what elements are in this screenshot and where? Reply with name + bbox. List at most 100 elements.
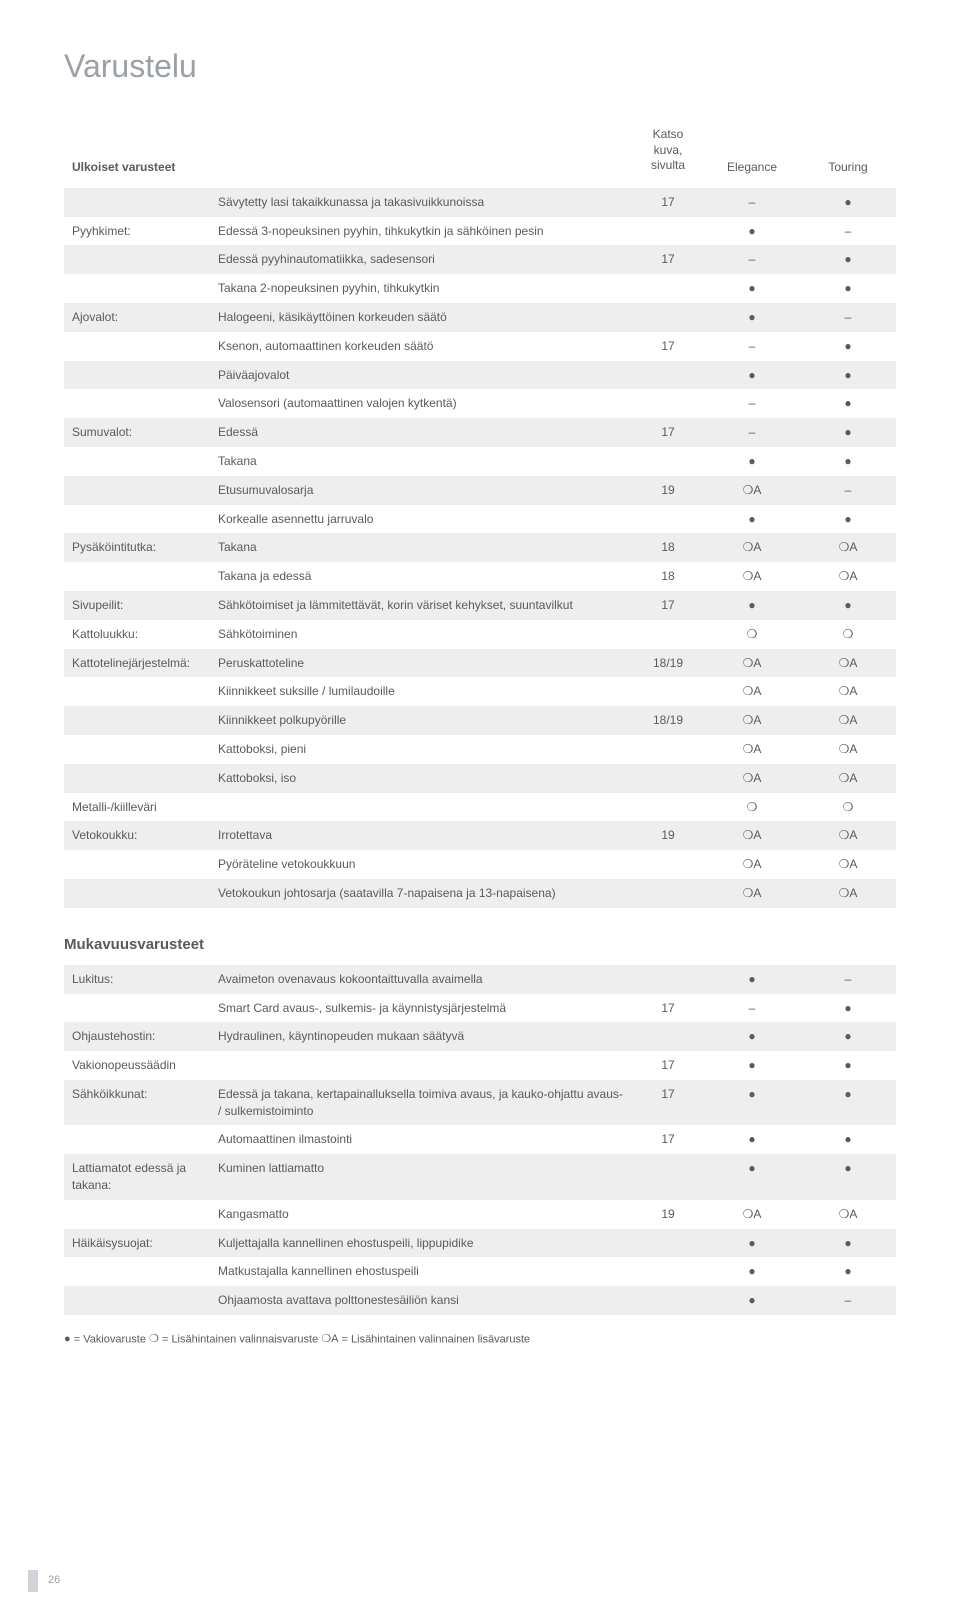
row-description: Sävytetty lasi takaikkunassa ja takasivu… <box>210 188 632 217</box>
row-touring-value: ● <box>800 994 896 1023</box>
table-row: Etusumuvalosarja19❍A– <box>64 476 896 505</box>
table-row: Takana 2-nopeuksinen pyyhin, tihkukytkin… <box>64 274 896 303</box>
row-label: Lattiamatot edessä ja takana: <box>64 1154 210 1200</box>
row-elegance-value: ❍A <box>704 764 800 793</box>
row-elegance-value: ❍ <box>704 793 800 822</box>
row-image-ref <box>632 361 704 390</box>
table-row: Ohjaustehostin:Hydraulinen, käyntinopeud… <box>64 1022 896 1051</box>
table-row: Vakionopeussäädin17●● <box>64 1051 896 1080</box>
row-label <box>64 764 210 793</box>
section2-table: Lukitus:Avaimeton ovenavaus kokoontaittu… <box>64 965 896 1315</box>
row-touring-value: ❍A <box>800 764 896 793</box>
row-label: Sumuvalot: <box>64 418 210 447</box>
table-row: Takana ja edessä18❍A❍A <box>64 562 896 591</box>
table-row: Ohjaamosta avattava polttonestesäiliön k… <box>64 1286 896 1315</box>
table-row: Kiinnikkeet polkupyörille18/19❍A❍A <box>64 706 896 735</box>
table-row: Vetokoukun johtosarja (saatavilla 7-napa… <box>64 879 896 908</box>
table-row: Sivupeilit:Sähkötoimiset ja lämmitettävä… <box>64 591 896 620</box>
footer-tab <box>28 1570 38 1592</box>
row-touring-value: ❍ <box>800 620 896 649</box>
col-image-header: Katso kuva, sivulta <box>632 121 704 188</box>
row-description: Edessä <box>210 418 632 447</box>
row-label <box>64 389 210 418</box>
table-row: Kattotelinejärjestelmä:Peruskattoteline1… <box>64 649 896 678</box>
row-elegance-value: ❍A <box>704 476 800 505</box>
row-elegance-value: ● <box>704 1125 800 1154</box>
row-touring-value: ● <box>800 1022 896 1051</box>
row-description: Avaimeton ovenavaus kokoontaittuvalla av… <box>210 965 632 994</box>
table-row: Takana●● <box>64 447 896 476</box>
row-touring-value: ● <box>800 188 896 217</box>
row-elegance-value: – <box>704 389 800 418</box>
row-description: Kangasmatto <box>210 1200 632 1229</box>
row-description: Sähkötoimiset ja lämmitettävät, korin vä… <box>210 591 632 620</box>
row-touring-value: ● <box>800 591 896 620</box>
row-touring-value: ● <box>800 505 896 534</box>
row-description <box>210 793 632 822</box>
row-elegance-value: ❍A <box>704 821 800 850</box>
row-touring-value: ● <box>800 1125 896 1154</box>
table-row: Kattoluukku:Sähkötoiminen❍❍ <box>64 620 896 649</box>
row-description: Päiväajovalot <box>210 361 632 390</box>
row-elegance-value: ● <box>704 1051 800 1080</box>
row-elegance-value: ● <box>704 361 800 390</box>
row-image-ref <box>632 1229 704 1258</box>
row-elegance-value: ❍A <box>704 735 800 764</box>
row-label: Sivupeilit: <box>64 591 210 620</box>
row-description: Valosensori (automaattinen valojen kytke… <box>210 389 632 418</box>
row-description: Irrotettava <box>210 821 632 850</box>
legend: ● = Vakiovaruste ❍ = Lisähintainen valin… <box>64 1331 896 1349</box>
col-elegance-header: Elegance <box>704 121 800 188</box>
row-touring-value: ● <box>800 1051 896 1080</box>
row-label: Pysäköintitutka: <box>64 533 210 562</box>
row-elegance-value: ● <box>704 1022 800 1051</box>
row-touring-value: ● <box>800 332 896 361</box>
table-row: Vetokoukku:Irrotettava19❍A❍A <box>64 821 896 850</box>
page-title: Varustelu <box>64 48 896 85</box>
row-touring-value: ❍A <box>800 821 896 850</box>
row-image-ref: 17 <box>632 591 704 620</box>
row-touring-value: ❍A <box>800 879 896 908</box>
row-elegance-value: ❍A <box>704 1200 800 1229</box>
row-description: Smart Card avaus-, sulkemis- ja käynnist… <box>210 994 632 1023</box>
row-label <box>64 274 210 303</box>
row-label <box>64 677 210 706</box>
legend-optA-text: = Lisähintainen valinnainen lisävaruste <box>338 1334 530 1346</box>
row-image-ref: 17 <box>632 1051 704 1080</box>
legend-opt-symbol: ❍ <box>149 1331 159 1349</box>
section2-heading: Mukavuusvarusteet <box>64 936 896 953</box>
section1-heading: Ulkoiset varusteet <box>64 121 632 188</box>
col-image-line3: sivulta <box>651 158 685 172</box>
row-label <box>64 505 210 534</box>
table-row: Häikäisysuojat:Kuljettajalla kannellinen… <box>64 1229 896 1258</box>
row-touring-value: – <box>800 1286 896 1315</box>
row-description: Automaattinen ilmastointi <box>210 1125 632 1154</box>
row-description: Kattoboksi, iso <box>210 764 632 793</box>
row-image-ref: 18/19 <box>632 706 704 735</box>
table-row: Sävytetty lasi takaikkunassa ja takasivu… <box>64 188 896 217</box>
row-label <box>64 476 210 505</box>
row-image-ref: 19 <box>632 1200 704 1229</box>
row-label <box>64 1286 210 1315</box>
row-image-ref <box>632 447 704 476</box>
row-label: Vakionopeussäädin <box>64 1051 210 1080</box>
table-row: Smart Card avaus-, sulkemis- ja käynnist… <box>64 994 896 1023</box>
row-elegance-value: ❍A <box>704 677 800 706</box>
row-touring-value: ❍A <box>800 677 896 706</box>
row-elegance-value: ● <box>704 1229 800 1258</box>
table-row: Kangasmatto19❍A❍A <box>64 1200 896 1229</box>
row-image-ref <box>632 793 704 822</box>
row-touring-value: – <box>800 217 896 246</box>
section1-table: Ulkoiset varusteet Katso kuva, sivulta E… <box>64 121 896 908</box>
row-label: Sähköikkunat: <box>64 1080 210 1126</box>
row-touring-value: ● <box>800 274 896 303</box>
row-label <box>64 188 210 217</box>
legend-std-symbol: ● <box>64 1331 71 1349</box>
row-elegance-value: – <box>704 994 800 1023</box>
row-image-ref <box>632 505 704 534</box>
row-image-ref: 18 <box>632 562 704 591</box>
row-label <box>64 850 210 879</box>
row-touring-value: ● <box>800 389 896 418</box>
row-description: Ohjaamosta avattava polttonestesäiliön k… <box>210 1286 632 1315</box>
row-image-ref <box>632 217 704 246</box>
